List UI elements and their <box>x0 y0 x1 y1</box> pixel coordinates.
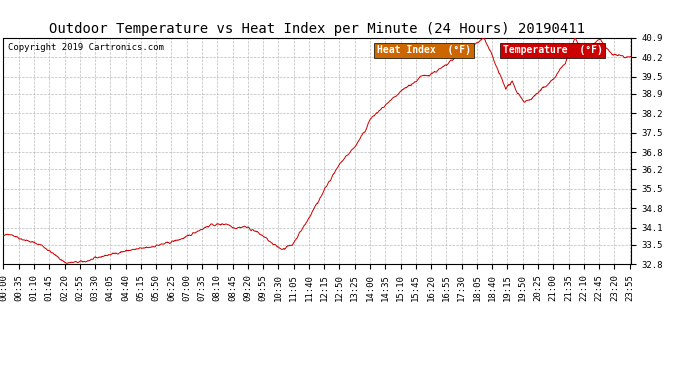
Text: Copyright 2019 Cartronics.com: Copyright 2019 Cartronics.com <box>8 43 164 52</box>
Title: Outdoor Temperature vs Heat Index per Minute (24 Hours) 20190411: Outdoor Temperature vs Heat Index per Mi… <box>50 22 585 36</box>
Text: Heat Index  (°F): Heat Index (°F) <box>377 45 471 56</box>
Text: Temperature  (°F): Temperature (°F) <box>502 45 602 56</box>
